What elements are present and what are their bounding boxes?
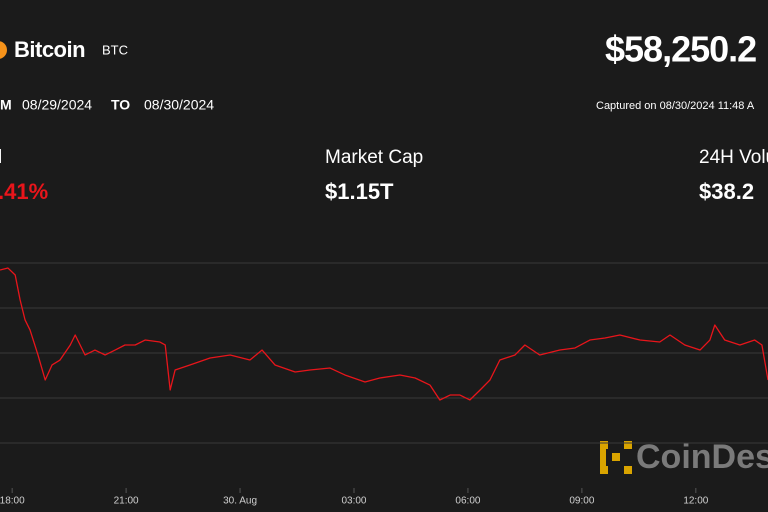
x-tick-label: 06:00: [455, 496, 480, 507]
to-label: TO: [111, 97, 130, 113]
from-date: 08/29/2024: [22, 97, 92, 113]
price-line: [0, 267, 768, 401]
stat-label: 24H Volu: [699, 147, 768, 168]
to-date: 08/30/2024: [144, 97, 214, 113]
x-tick-label: 03:00: [341, 496, 366, 507]
stat-value: $1.15T: [325, 179, 394, 204]
watermark: CoinDes: [636, 438, 768, 476]
x-tick-label: 21:00: [114, 496, 139, 507]
captured-time: Captured on 08/30/2024 11:48 A: [596, 100, 755, 112]
stat-value: $38.2: [699, 179, 754, 204]
x-tick-label: 12:00: [683, 496, 708, 507]
watermark-logo: [600, 441, 632, 474]
stat-label: Market Cap: [325, 147, 423, 168]
price: $58,250.2: [605, 29, 756, 70]
x-tick-label: 09:00: [569, 496, 594, 507]
coin-icon: [0, 41, 7, 59]
from-label: M: [0, 97, 12, 113]
coin-name: Bitcoin: [14, 37, 85, 62]
coin-symbol: BTC: [102, 42, 128, 57]
x-tick-label: 30. Aug: [223, 496, 257, 507]
stat-value: .41%: [0, 179, 48, 204]
x-tick-label: 18:00: [0, 496, 25, 507]
plot: 18:00 21:00 30. Aug 03:00 06:00 09:00 12:00: [0, 262, 768, 507]
stat-label: l: [0, 147, 2, 168]
